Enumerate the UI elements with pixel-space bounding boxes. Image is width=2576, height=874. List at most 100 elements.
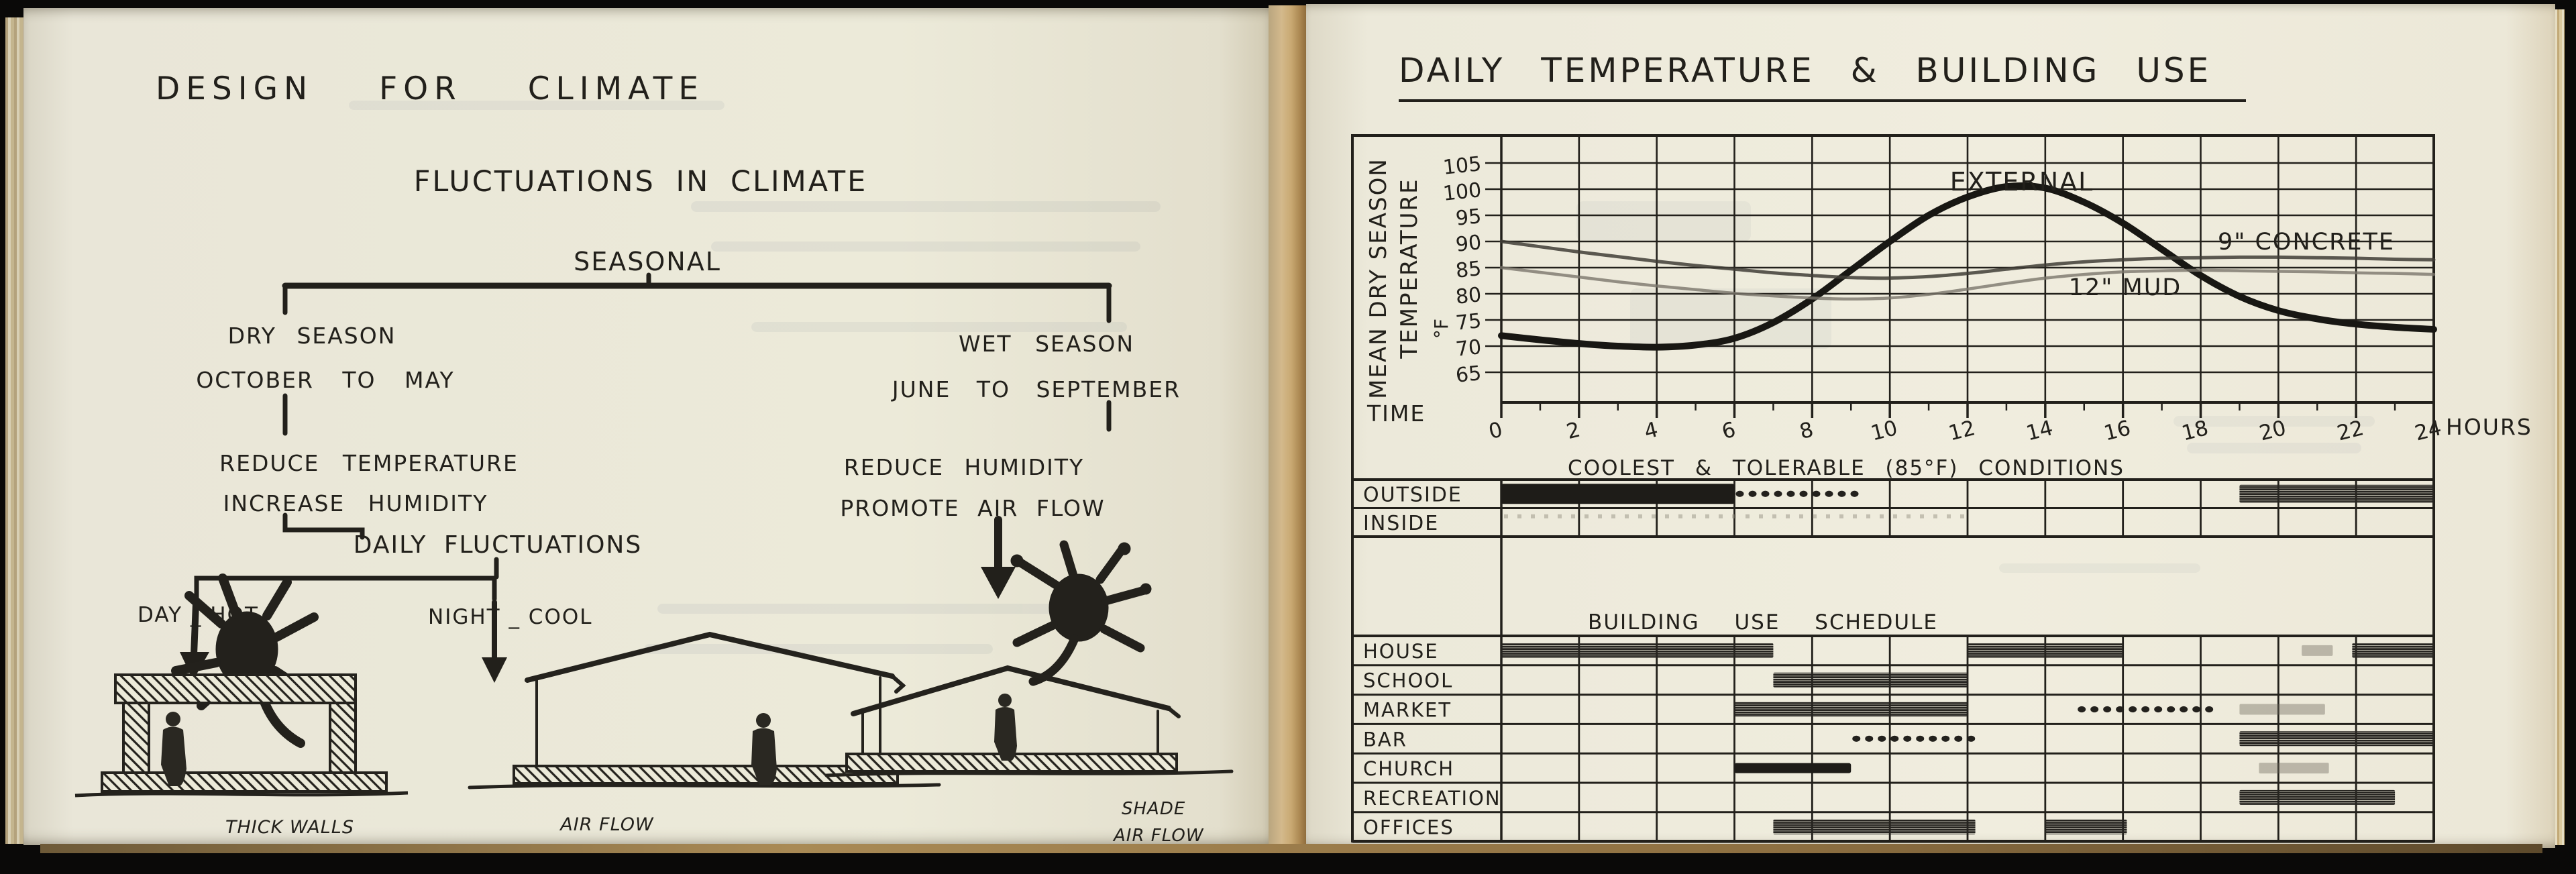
bar-dotted bbox=[1852, 735, 1976, 742]
schedule-title: BUILDING USE SCHEDULE bbox=[1588, 610, 1938, 635]
person-figure bbox=[994, 694, 1017, 761]
sun-icon bbox=[1010, 540, 1152, 686]
flow-connector-lines bbox=[194, 272, 1112, 602]
gantt-table: OUTSIDE INSIDE bbox=[1352, 478, 2435, 538]
y-axis-unit: °F bbox=[1430, 319, 1452, 339]
wet-effect-1: REDUCE HUMIDITY bbox=[844, 454, 1084, 480]
house-sketch-shade bbox=[824, 665, 1234, 777]
bar-hatched bbox=[2239, 484, 2434, 503]
dry-effect-2: INCREASE HUMIDITY bbox=[223, 490, 488, 516]
left-page bbox=[23, 8, 1269, 845]
night-cool-label: NIGHT _ COOL bbox=[428, 605, 593, 629]
dry-season-label: DRY SEASON bbox=[228, 323, 396, 349]
x-tick-label: 8 bbox=[1797, 417, 1816, 444]
bar-faint bbox=[2259, 763, 2329, 774]
bar-hatched bbox=[2239, 731, 2434, 747]
left-page-stack-edge bbox=[5, 17, 25, 844]
bar-hatched bbox=[1773, 819, 1976, 834]
curve-label: 12" MUD bbox=[2069, 274, 2182, 301]
sketch1-caption: THICK WALLS bbox=[225, 817, 354, 838]
right-page-stack-edge bbox=[2555, 9, 2565, 845]
y-tick-label: 70 bbox=[1454, 335, 1483, 362]
x-tick-label: 16 bbox=[2102, 416, 2133, 445]
bar-hatched bbox=[1734, 702, 1968, 717]
left-page-figure: DESIGN FOR CLIMATE FLUCTUATIONS IN CLIMA… bbox=[74, 70, 1234, 845]
gantt-table: HOUSE SCHOOL MARKET BAR CHURCH RECREATION OFFI… bbox=[1352, 635, 2435, 843]
temperature-curves: EXTERNAL 9" CONCRETE 12" MUD bbox=[1498, 167, 2437, 351]
wet-effect-2: PROMOTE AIR FLOW bbox=[840, 495, 1105, 521]
row-label: RECREATION bbox=[1363, 787, 1501, 810]
x-tick-label: 10 bbox=[1868, 416, 1900, 445]
wet-season-label: WET SEASON bbox=[959, 331, 1134, 357]
person-figure bbox=[751, 713, 777, 785]
conditions-title: COOLEST & TOLERABLE (85°F) CONDITIONS bbox=[1568, 456, 2125, 480]
time-axis-label: TIME bbox=[1366, 400, 1426, 427]
bar-solid bbox=[1501, 484, 1735, 504]
bar-dotted bbox=[1735, 490, 1859, 497]
y-tick-label: 105 bbox=[1442, 152, 1483, 180]
diagram-heading: FLUCTUATIONS IN CLIMATE bbox=[414, 165, 868, 199]
daily-fluctuations-heading: DAILY FLUCTUATIONS bbox=[354, 531, 642, 559]
curve-mud bbox=[1499, 266, 2436, 301]
sketch3-caption-line2: AIR FLOW bbox=[1112, 826, 1204, 845]
hours-axis-label: HOURS bbox=[2446, 414, 2532, 440]
y-tick-label: 65 bbox=[1454, 362, 1483, 388]
y-axis-label-line1: MEAN DRY SEASON bbox=[1365, 158, 1392, 399]
person-figure bbox=[161, 712, 186, 786]
row-label: SCHOOL bbox=[1363, 669, 1453, 692]
bar-hatched bbox=[1773, 672, 1968, 688]
house-sketch-air-flow bbox=[468, 631, 941, 789]
bar-hatched bbox=[2352, 643, 2434, 658]
curve-concrete bbox=[1499, 239, 2436, 280]
seasonal-node: SEASONAL bbox=[574, 247, 721, 276]
x-tick-label: 0 bbox=[1487, 417, 1505, 444]
page-title: DAILY TEMPERATURE & BUILDING USE bbox=[1399, 51, 2211, 90]
y-tick-label: 75 bbox=[1454, 309, 1483, 335]
curve-label: EXTERNAL bbox=[1950, 167, 2094, 197]
page-title: DESIGN FOR CLIMATE bbox=[156, 70, 704, 107]
row-label: OFFICES bbox=[1363, 816, 1454, 839]
row-label: HOUSE bbox=[1363, 640, 1439, 663]
house-sketch-thick-walls bbox=[74, 673, 409, 798]
dry-effect-1: REDUCE TEMPERATURE bbox=[219, 450, 519, 476]
x-axis-tick-labels: 0 2 4 6 8 10 12 14 16 18 20 22 24 bbox=[1487, 416, 2444, 445]
bar-hatched bbox=[1501, 643, 1774, 658]
y-tick-label: 100 bbox=[1442, 178, 1483, 206]
bar-hatched bbox=[2239, 789, 2396, 805]
y-tick-label: 90 bbox=[1454, 231, 1483, 257]
row-label: OUTSIDE bbox=[1363, 483, 1462, 506]
wet-season-period: JUNE TO SEPTEMBER bbox=[891, 376, 1181, 402]
dry-season-period: OCTOBER TO MAY bbox=[196, 367, 454, 393]
y-tick-label: 95 bbox=[1454, 205, 1483, 231]
x-tick-label: 2 bbox=[1564, 417, 1582, 444]
right-page-figure: DAILY TEMPERATURE & BUILDING USE 1051009… bbox=[1351, 51, 2532, 843]
sketch3-caption-line1: SHADE bbox=[1122, 799, 1185, 819]
x-tick-label: 4 bbox=[1642, 417, 1660, 444]
y-tick-label: 85 bbox=[1454, 257, 1483, 283]
curve-external bbox=[1498, 182, 2437, 351]
x-tick-label: 6 bbox=[1719, 417, 1738, 444]
row-label: BAR bbox=[1363, 728, 1407, 751]
row-label: CHURCH bbox=[1363, 757, 1454, 780]
bar-hatched bbox=[1968, 643, 2123, 658]
book-gutter bbox=[1269, 5, 1306, 852]
bar-faint bbox=[2239, 704, 2325, 715]
x-tick-label: 24 bbox=[2412, 416, 2444, 445]
bar-hatched bbox=[2045, 819, 2127, 834]
x-tick-label: 12 bbox=[1946, 416, 1978, 445]
row-label: MARKET bbox=[1363, 699, 1452, 722]
curve-label: 9" CONCRETE bbox=[2218, 229, 2395, 256]
time-axis bbox=[1500, 401, 2435, 418]
bar-solid bbox=[1734, 763, 1851, 773]
bar-dotted bbox=[2078, 706, 2214, 713]
y-tick-label: 80 bbox=[1454, 283, 1483, 309]
bleed-through-smudge bbox=[1576, 201, 2375, 573]
chart-gridlines bbox=[1500, 135, 2435, 402]
bleed-through-smudge bbox=[349, 101, 1161, 654]
row-label: INSIDE bbox=[1363, 512, 1439, 535]
bar-faint bbox=[2302, 645, 2333, 656]
bottom-book-edge bbox=[40, 844, 2542, 853]
